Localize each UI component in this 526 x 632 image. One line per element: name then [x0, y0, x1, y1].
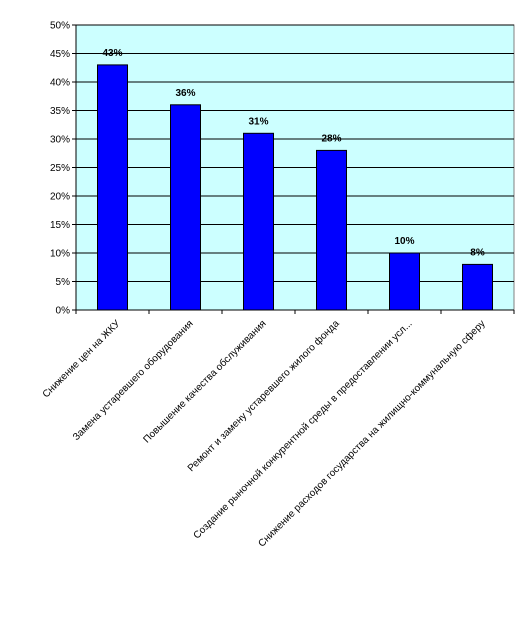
data-label-6: 8% [470, 247, 485, 258]
y-tick-label-45: 45% [50, 49, 70, 60]
x-axis [75, 309, 515, 314]
data-label-3: 31% [248, 116, 268, 127]
data-label-2: 36% [175, 88, 195, 99]
y-tick-label-50: 50% [50, 21, 70, 32]
y-tick-label-5: 5% [56, 277, 71, 288]
y-tick-label-0: 0% [56, 306, 71, 317]
bars [97, 64, 493, 311]
bar-6 [462, 263, 493, 311]
data-labels: 43% 36% 31% 28% 10% 8% [102, 48, 485, 258]
y-tick-label-30: 30% [50, 135, 70, 146]
bar-5 [389, 252, 420, 311]
y-tick-label-25: 25% [50, 163, 70, 174]
category-label-3: Повышение качества обслуживания [141, 318, 269, 446]
data-label-4: 28% [321, 133, 341, 144]
y-axis: 0% 5% 10% 15% 20% 25% 30% 35% 40% 45% 50% [50, 21, 77, 317]
bar-4 [316, 149, 347, 311]
data-label-1: 43% [102, 48, 122, 59]
bar-2 [170, 104, 201, 311]
bar-3 [243, 132, 274, 311]
y-tick-label-15: 15% [50, 220, 70, 231]
category-label-2: Замена устаревшего оборудования [70, 318, 195, 443]
category-label-1: Снижение цен на ЖКУ [41, 318, 123, 400]
bar-1 [97, 64, 128, 311]
y-tick-label-20: 20% [50, 192, 70, 203]
y-tick-label-40: 40% [50, 78, 70, 89]
category-label-4: Ремонт и замену устаревшего жилого фонда [185, 317, 342, 474]
gridlines [76, 24, 514, 282]
data-label-5: 10% [394, 236, 414, 247]
y-tick-label-10: 10% [50, 249, 70, 260]
y-tick-label-35: 35% [50, 106, 70, 117]
